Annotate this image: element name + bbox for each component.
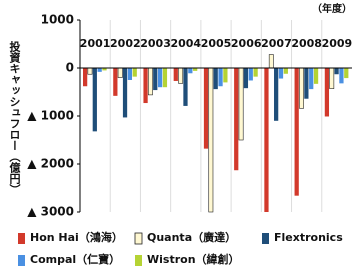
bar [313, 68, 319, 84]
legend-label: Wistron（緯創） [147, 252, 240, 266]
bar [304, 68, 309, 99]
bar [132, 68, 137, 77]
legend-label: Flextronics [274, 231, 343, 244]
bar [344, 68, 349, 79]
x-tick-label: 2006 [231, 37, 262, 50]
x-tick-label: 2003 [140, 37, 171, 50]
bar [238, 67, 244, 141]
y-tick-label: ▲ 1000 [27, 109, 74, 123]
bar [334, 68, 339, 75]
bar [329, 67, 335, 89]
bar [218, 68, 223, 87]
bar [157, 68, 163, 88]
legend-swatch [135, 255, 142, 266]
legend-swatch [134, 232, 143, 245]
legend-label: Quanta（廣達） [147, 230, 236, 244]
bar [87, 67, 93, 75]
bar [309, 68, 314, 90]
x-tick-label: 2005 [201, 37, 232, 50]
x-tick-label: 2008 [291, 37, 322, 50]
bar [97, 68, 102, 72]
bar [294, 68, 299, 196]
bar [102, 68, 107, 71]
bar [234, 68, 239, 171]
x-tick-label: 2001 [80, 37, 111, 50]
bar [264, 68, 269, 212]
bar [213, 68, 218, 90]
bar [223, 68, 228, 83]
bar [113, 68, 118, 96]
bar [173, 68, 178, 81]
y-axis-label: 投資キャッシュフロー（億円） [8, 40, 22, 195]
bar [188, 68, 193, 74]
x-tick-label: 2007 [261, 37, 292, 50]
bar [147, 67, 153, 96]
bar [243, 68, 249, 89]
bar [324, 68, 330, 117]
x-tick-label: 2009 [322, 37, 353, 50]
bar [253, 68, 258, 77]
bar [203, 68, 209, 149]
legend-swatch [18, 233, 25, 244]
bar [162, 68, 168, 88]
bar [193, 68, 198, 71]
legend-label: Compal（仁寶） [30, 252, 120, 266]
bar [122, 68, 128, 118]
y-tick-label: 1000 [41, 13, 74, 27]
bar [299, 67, 304, 109]
legend-label: Hon Hai（鴻海） [30, 230, 123, 244]
bar [117, 67, 123, 78]
bar [83, 68, 88, 87]
bar [248, 68, 253, 81]
bar [178, 67, 184, 84]
bar [268, 54, 274, 69]
bar [283, 68, 288, 74]
x-tick-label: 2004 [170, 37, 201, 50]
y-tick-label: ▲ 2000 [27, 157, 74, 171]
bar [92, 68, 97, 132]
legend-swatch [18, 255, 25, 266]
y-tick-label: 0 [66, 61, 74, 75]
bar [278, 68, 284, 79]
bar [143, 68, 148, 104]
x-unit: （年度） [312, 2, 352, 15]
bar [153, 68, 158, 91]
legend-swatch [262, 233, 269, 244]
x-tick-label: 2002 [110, 37, 141, 50]
bar [127, 68, 132, 80]
bar [208, 67, 214, 213]
bar [339, 68, 344, 84]
bar [274, 68, 279, 121]
y-tick-label: ▲ 3000 [27, 205, 74, 219]
bar [183, 68, 188, 106]
